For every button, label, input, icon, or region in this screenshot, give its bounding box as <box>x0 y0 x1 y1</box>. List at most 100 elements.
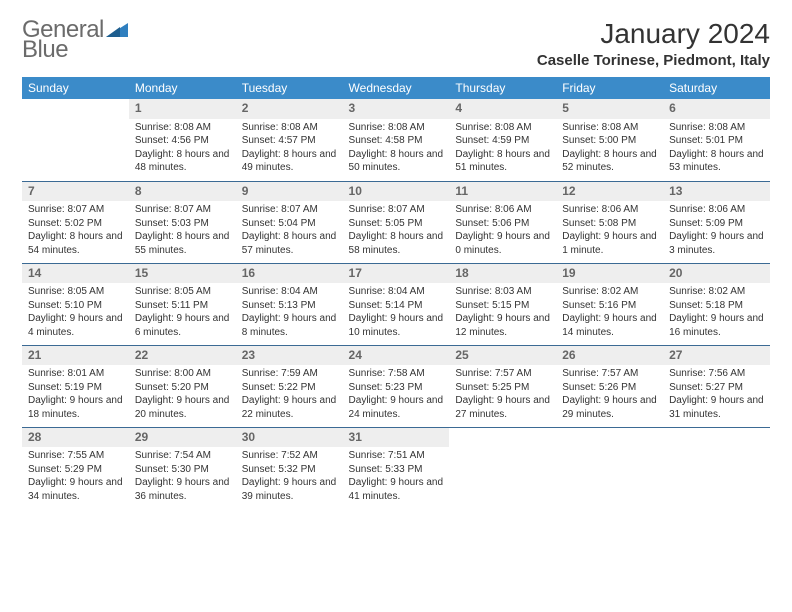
day-number: 11 <box>449 182 556 202</box>
calendar-cell: 18Sunrise: 8:03 AMSunset: 5:15 PMDayligh… <box>449 263 556 345</box>
calendar-cell: 12Sunrise: 8:06 AMSunset: 5:08 PMDayligh… <box>556 181 663 263</box>
day-details: Sunrise: 8:07 AMSunset: 5:03 PMDaylight:… <box>129 201 236 261</box>
calendar-cell: 5Sunrise: 8:08 AMSunset: 5:00 PMDaylight… <box>556 99 663 181</box>
day-details: Sunrise: 8:04 AMSunset: 5:14 PMDaylight:… <box>343 283 450 343</box>
calendar-cell: 10Sunrise: 8:07 AMSunset: 5:05 PMDayligh… <box>343 181 450 263</box>
day-details: Sunrise: 8:00 AMSunset: 5:20 PMDaylight:… <box>129 365 236 425</box>
calendar-cell: 9Sunrise: 8:07 AMSunset: 5:04 PMDaylight… <box>236 181 343 263</box>
day-details: Sunrise: 7:59 AMSunset: 5:22 PMDaylight:… <box>236 365 343 425</box>
calendar-cell: 19Sunrise: 8:02 AMSunset: 5:16 PMDayligh… <box>556 263 663 345</box>
day-number: 17 <box>343 264 450 284</box>
calendar-cell: 2Sunrise: 8:08 AMSunset: 4:57 PMDaylight… <box>236 99 343 181</box>
day-details: Sunrise: 8:06 AMSunset: 5:06 PMDaylight:… <box>449 201 556 261</box>
calendar-cell: 16Sunrise: 8:04 AMSunset: 5:13 PMDayligh… <box>236 263 343 345</box>
day-number: 14 <box>22 264 129 284</box>
month-title: January 2024 <box>537 18 770 50</box>
day-details: Sunrise: 8:08 AMSunset: 4:58 PMDaylight:… <box>343 119 450 179</box>
day-details: Sunrise: 8:02 AMSunset: 5:18 PMDaylight:… <box>663 283 770 343</box>
day-number: 19 <box>556 264 663 284</box>
day-number: 27 <box>663 346 770 366</box>
calendar-cell: 24Sunrise: 7:58 AMSunset: 5:23 PMDayligh… <box>343 345 450 427</box>
day-details: Sunrise: 8:05 AMSunset: 5:11 PMDaylight:… <box>129 283 236 343</box>
logo-text-block: General Blue <box>22 18 128 62</box>
calendar-cell: 25Sunrise: 7:57 AMSunset: 5:25 PMDayligh… <box>449 345 556 427</box>
day-details: Sunrise: 8:07 AMSunset: 5:05 PMDaylight:… <box>343 201 450 261</box>
calendar-body: 1Sunrise: 8:08 AMSunset: 4:56 PMDaylight… <box>22 99 770 509</box>
weekday-header: Sunday <box>22 77 129 99</box>
calendar-cell: 29Sunrise: 7:54 AMSunset: 5:30 PMDayligh… <box>129 427 236 509</box>
page-header: General Blue January 2024 Caselle Torine… <box>22 18 770 69</box>
day-number: 1 <box>129 99 236 119</box>
weekday-header: Thursday <box>449 77 556 99</box>
logo-triangle-icon <box>106 18 128 42</box>
calendar-week-row: 21Sunrise: 8:01 AMSunset: 5:19 PMDayligh… <box>22 345 770 427</box>
day-details: Sunrise: 8:08 AMSunset: 5:01 PMDaylight:… <box>663 119 770 179</box>
weekday-header: Monday <box>129 77 236 99</box>
calendar-table: SundayMondayTuesdayWednesdayThursdayFrid… <box>22 77 770 509</box>
calendar-cell: 30Sunrise: 7:52 AMSunset: 5:32 PMDayligh… <box>236 427 343 509</box>
weekday-header: Friday <box>556 77 663 99</box>
weekday-header: Wednesday <box>343 77 450 99</box>
day-number: 7 <box>22 182 129 202</box>
calendar-week-row: 28Sunrise: 7:55 AMSunset: 5:29 PMDayligh… <box>22 427 770 509</box>
day-number: 26 <box>556 346 663 366</box>
calendar-cell: 13Sunrise: 8:06 AMSunset: 5:09 PMDayligh… <box>663 181 770 263</box>
day-details: Sunrise: 7:58 AMSunset: 5:23 PMDaylight:… <box>343 365 450 425</box>
day-number: 10 <box>343 182 450 202</box>
calendar-cell: 6Sunrise: 8:08 AMSunset: 5:01 PMDaylight… <box>663 99 770 181</box>
calendar-cell: 7Sunrise: 8:07 AMSunset: 5:02 PMDaylight… <box>22 181 129 263</box>
day-details: Sunrise: 7:54 AMSunset: 5:30 PMDaylight:… <box>129 447 236 507</box>
calendar-cell: 15Sunrise: 8:05 AMSunset: 5:11 PMDayligh… <box>129 263 236 345</box>
calendar-cell: 21Sunrise: 8:01 AMSunset: 5:19 PMDayligh… <box>22 345 129 427</box>
title-block: January 2024 Caselle Torinese, Piedmont,… <box>537 18 770 69</box>
day-details: Sunrise: 8:06 AMSunset: 5:08 PMDaylight:… <box>556 201 663 261</box>
day-details: Sunrise: 8:07 AMSunset: 5:02 PMDaylight:… <box>22 201 129 261</box>
day-details: Sunrise: 8:06 AMSunset: 5:09 PMDaylight:… <box>663 201 770 261</box>
calendar-cell: 8Sunrise: 8:07 AMSunset: 5:03 PMDaylight… <box>129 181 236 263</box>
location-label: Caselle Torinese, Piedmont, Italy <box>537 52 770 69</box>
day-details: Sunrise: 7:57 AMSunset: 5:25 PMDaylight:… <box>449 365 556 425</box>
day-number: 22 <box>129 346 236 366</box>
day-number: 21 <box>22 346 129 366</box>
calendar-cell: 1Sunrise: 8:08 AMSunset: 4:56 PMDaylight… <box>129 99 236 181</box>
day-number: 3 <box>343 99 450 119</box>
calendar-cell: 27Sunrise: 7:56 AMSunset: 5:27 PMDayligh… <box>663 345 770 427</box>
day-details: Sunrise: 7:57 AMSunset: 5:26 PMDaylight:… <box>556 365 663 425</box>
calendar-cell <box>663 427 770 509</box>
calendar-week-row: 1Sunrise: 8:08 AMSunset: 4:56 PMDaylight… <box>22 99 770 181</box>
day-details: Sunrise: 7:52 AMSunset: 5:32 PMDaylight:… <box>236 447 343 507</box>
calendar-cell <box>449 427 556 509</box>
day-details: Sunrise: 8:04 AMSunset: 5:13 PMDaylight:… <box>236 283 343 343</box>
day-number: 24 <box>343 346 450 366</box>
weekday-header: Tuesday <box>236 77 343 99</box>
weekday-header: Saturday <box>663 77 770 99</box>
calendar-cell: 20Sunrise: 8:02 AMSunset: 5:18 PMDayligh… <box>663 263 770 345</box>
day-details: Sunrise: 7:55 AMSunset: 5:29 PMDaylight:… <box>22 447 129 507</box>
calendar-cell: 4Sunrise: 8:08 AMSunset: 4:59 PMDaylight… <box>449 99 556 181</box>
day-number: 9 <box>236 182 343 202</box>
day-number: 29 <box>129 428 236 448</box>
day-number: 31 <box>343 428 450 448</box>
day-details: Sunrise: 8:08 AMSunset: 5:00 PMDaylight:… <box>556 119 663 179</box>
calendar-week-row: 7Sunrise: 8:07 AMSunset: 5:02 PMDaylight… <box>22 181 770 263</box>
day-number: 6 <box>663 99 770 119</box>
day-number: 2 <box>236 99 343 119</box>
day-number: 5 <box>556 99 663 119</box>
day-number: 30 <box>236 428 343 448</box>
calendar-cell: 22Sunrise: 8:00 AMSunset: 5:20 PMDayligh… <box>129 345 236 427</box>
calendar-header-row: SundayMondayTuesdayWednesdayThursdayFrid… <box>22 77 770 99</box>
day-details: Sunrise: 8:03 AMSunset: 5:15 PMDaylight:… <box>449 283 556 343</box>
day-details: Sunrise: 8:01 AMSunset: 5:19 PMDaylight:… <box>22 365 129 425</box>
calendar-cell: 26Sunrise: 7:57 AMSunset: 5:26 PMDayligh… <box>556 345 663 427</box>
day-number: 8 <box>129 182 236 202</box>
day-number: 12 <box>556 182 663 202</box>
day-details: Sunrise: 7:56 AMSunset: 5:27 PMDaylight:… <box>663 365 770 425</box>
day-details: Sunrise: 7:51 AMSunset: 5:33 PMDaylight:… <box>343 447 450 507</box>
day-number: 20 <box>663 264 770 284</box>
day-number: 16 <box>236 264 343 284</box>
calendar-cell: 28Sunrise: 7:55 AMSunset: 5:29 PMDayligh… <box>22 427 129 509</box>
calendar-week-row: 14Sunrise: 8:05 AMSunset: 5:10 PMDayligh… <box>22 263 770 345</box>
day-details: Sunrise: 8:02 AMSunset: 5:16 PMDaylight:… <box>556 283 663 343</box>
day-number: 18 <box>449 264 556 284</box>
day-number: 4 <box>449 99 556 119</box>
